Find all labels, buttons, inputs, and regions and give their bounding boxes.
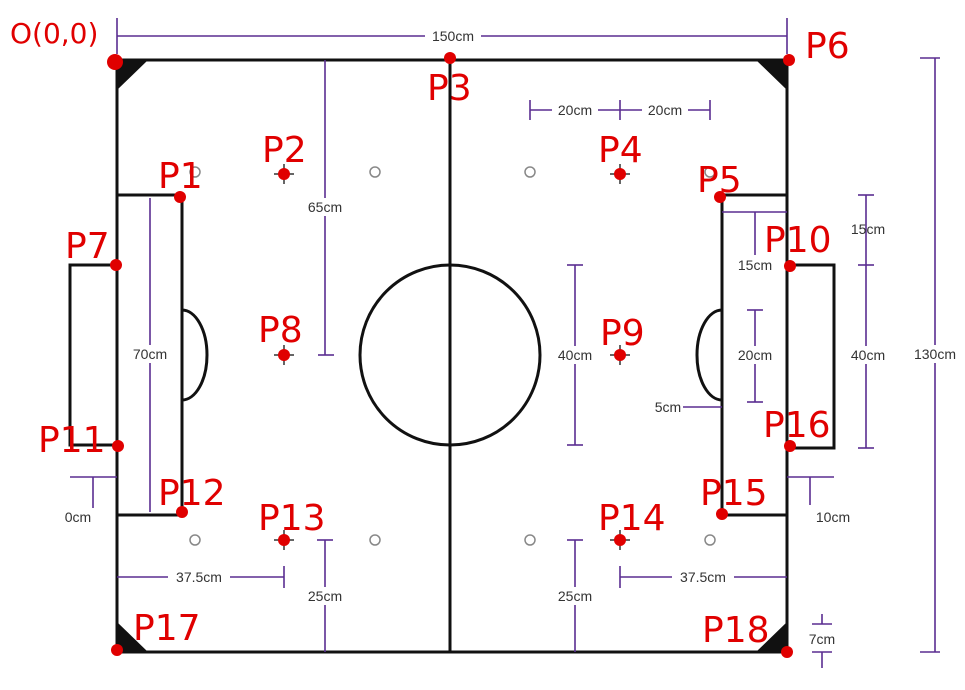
p17-label: P17 [133, 608, 201, 649]
svg-text:7cm: 7cm [809, 631, 835, 647]
p11-marker [112, 440, 124, 452]
right-goal [787, 263, 836, 450]
p14-marker [614, 534, 626, 546]
origin-label: O(0,0) [10, 17, 98, 50]
dim-width-total: 150cm [116, 18, 788, 54]
left-penalty-area [117, 193, 184, 517]
center-circle [358, 263, 542, 447]
svg-text:65cm: 65cm [308, 199, 342, 215]
svg-text:37.5cm: 37.5cm [176, 569, 222, 585]
p18-label: P18 [702, 610, 770, 651]
dim-circle-diameter: 40cm [552, 264, 598, 446]
p1-label: P1 [158, 156, 203, 197]
p3-marker [444, 52, 456, 64]
p2-marker [278, 168, 290, 180]
dim-height-total: 130cm [908, 57, 964, 653]
field-border [115, 58, 789, 654]
origin-marker [107, 54, 123, 70]
point-markers [107, 52, 796, 658]
svg-text:37.5cm: 37.5cm [680, 569, 726, 585]
p10-label: P10 [764, 220, 832, 261]
svg-text:20cm: 20cm [648, 102, 682, 118]
neutral-spots [189, 166, 716, 546]
p12-marker [176, 506, 188, 518]
dim-spot-from-right: 37.5cm [619, 566, 787, 588]
p16-marker [784, 440, 796, 452]
p5-marker [714, 191, 726, 203]
p13-marker [278, 534, 290, 546]
p4-label: P4 [598, 130, 643, 171]
p18-marker [781, 646, 793, 658]
svg-text:10cm: 10cm [816, 509, 850, 525]
p15-label: P15 [700, 473, 768, 514]
dim-goal-area-height: 70cm [127, 198, 175, 512]
svg-text:0cm: 0cm [65, 509, 91, 525]
left-goal [68, 263, 117, 447]
p10-marker [784, 260, 796, 272]
p14-label: P14 [598, 498, 666, 539]
p1-marker [174, 191, 186, 203]
dim-penalty-arc-depth: 5cm [655, 399, 722, 415]
p7-marker [110, 259, 122, 271]
p6-marker [783, 54, 795, 66]
svg-text:40cm: 40cm [558, 347, 592, 363]
right-penalty-area [720, 193, 787, 517]
dim-goal-box-offset: 15cm [851, 194, 885, 266]
dim-goal-depth-right: 10cm [787, 476, 850, 525]
p8-marker [278, 349, 290, 361]
left-penalty-arc [181, 308, 209, 402]
svg-text:20cm: 20cm [558, 102, 592, 118]
p9-marker [614, 349, 626, 361]
svg-text:15cm: 15cm [738, 257, 772, 273]
p13-label: P13 [258, 498, 326, 539]
dim-goal-height: 40cm [845, 265, 891, 449]
p9-label: P9 [600, 313, 645, 354]
svg-text:150cm: 150cm [432, 28, 474, 44]
svg-text:15cm: 15cm [851, 221, 885, 237]
p15-marker [716, 508, 728, 520]
corner-tr [756, 60, 787, 90]
dim-spot-from-left: 37.5cm [117, 566, 285, 588]
p2-label: P2 [262, 130, 307, 171]
svg-text:25cm: 25cm [308, 588, 342, 604]
svg-text:130cm: 130cm [914, 346, 956, 362]
dim-spot-from-bottom-right: 25cm [552, 539, 598, 652]
svg-text:70cm: 70cm [133, 346, 167, 362]
p5-label: P5 [697, 160, 742, 201]
p17-marker [111, 644, 123, 656]
corner-bl [117, 622, 148, 652]
p8-label: P8 [258, 310, 303, 351]
dim-spot-spacing: 20cm 20cm [529, 100, 711, 120]
p16-label: P16 [763, 405, 831, 446]
dim-corner-size: 7cm [809, 614, 835, 668]
dim-goal-box-depth: 15cm [722, 211, 787, 273]
corner-tl [117, 60, 148, 90]
p12-label: P12 [158, 473, 226, 514]
svg-text:20cm: 20cm [738, 347, 772, 363]
svg-text:25cm: 25cm [558, 588, 592, 604]
p7-label: P7 [65, 226, 110, 267]
p3-label: P3 [427, 68, 472, 109]
p11-label: P11 [38, 420, 106, 461]
p4-marker [614, 168, 626, 180]
svg-text:5cm: 5cm [655, 399, 681, 415]
svg-text:40cm: 40cm [851, 347, 885, 363]
dim-penalty-arc-height: 20cm [732, 309, 778, 403]
dim-spot-from-top: 65cm [300, 60, 350, 356]
dim-goal-depth-left: 0cm [65, 476, 117, 525]
corner-br [756, 622, 787, 652]
dim-spot-from-bottom-left: 25cm [302, 539, 348, 652]
p6-label: P6 [805, 26, 850, 67]
right-penalty-arc [695, 308, 723, 402]
